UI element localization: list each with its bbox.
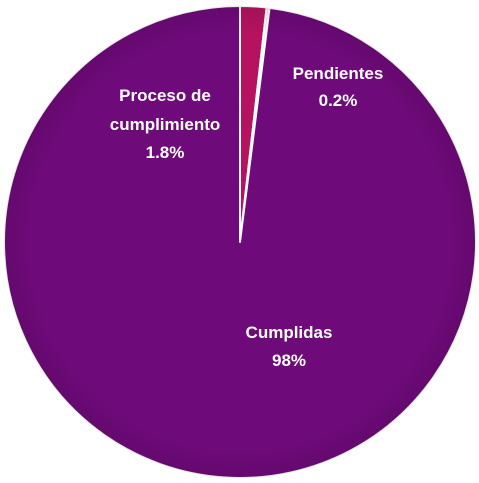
slice-label-pendientes: Pendientes (293, 64, 384, 83)
slice-value-cumplidas: 98% (272, 351, 306, 370)
pie-rim-shade (4, 6, 476, 478)
slice-label-cumplidas: Cumplidas (246, 323, 333, 342)
slice-value-pendientes: 0.2% (319, 91, 358, 110)
slice-label-proceso-line1: Proceso de (119, 86, 211, 105)
slice-value-proceso: 1.8% (146, 143, 185, 162)
slice-label-proceso-line2: cumplimiento (110, 115, 221, 134)
